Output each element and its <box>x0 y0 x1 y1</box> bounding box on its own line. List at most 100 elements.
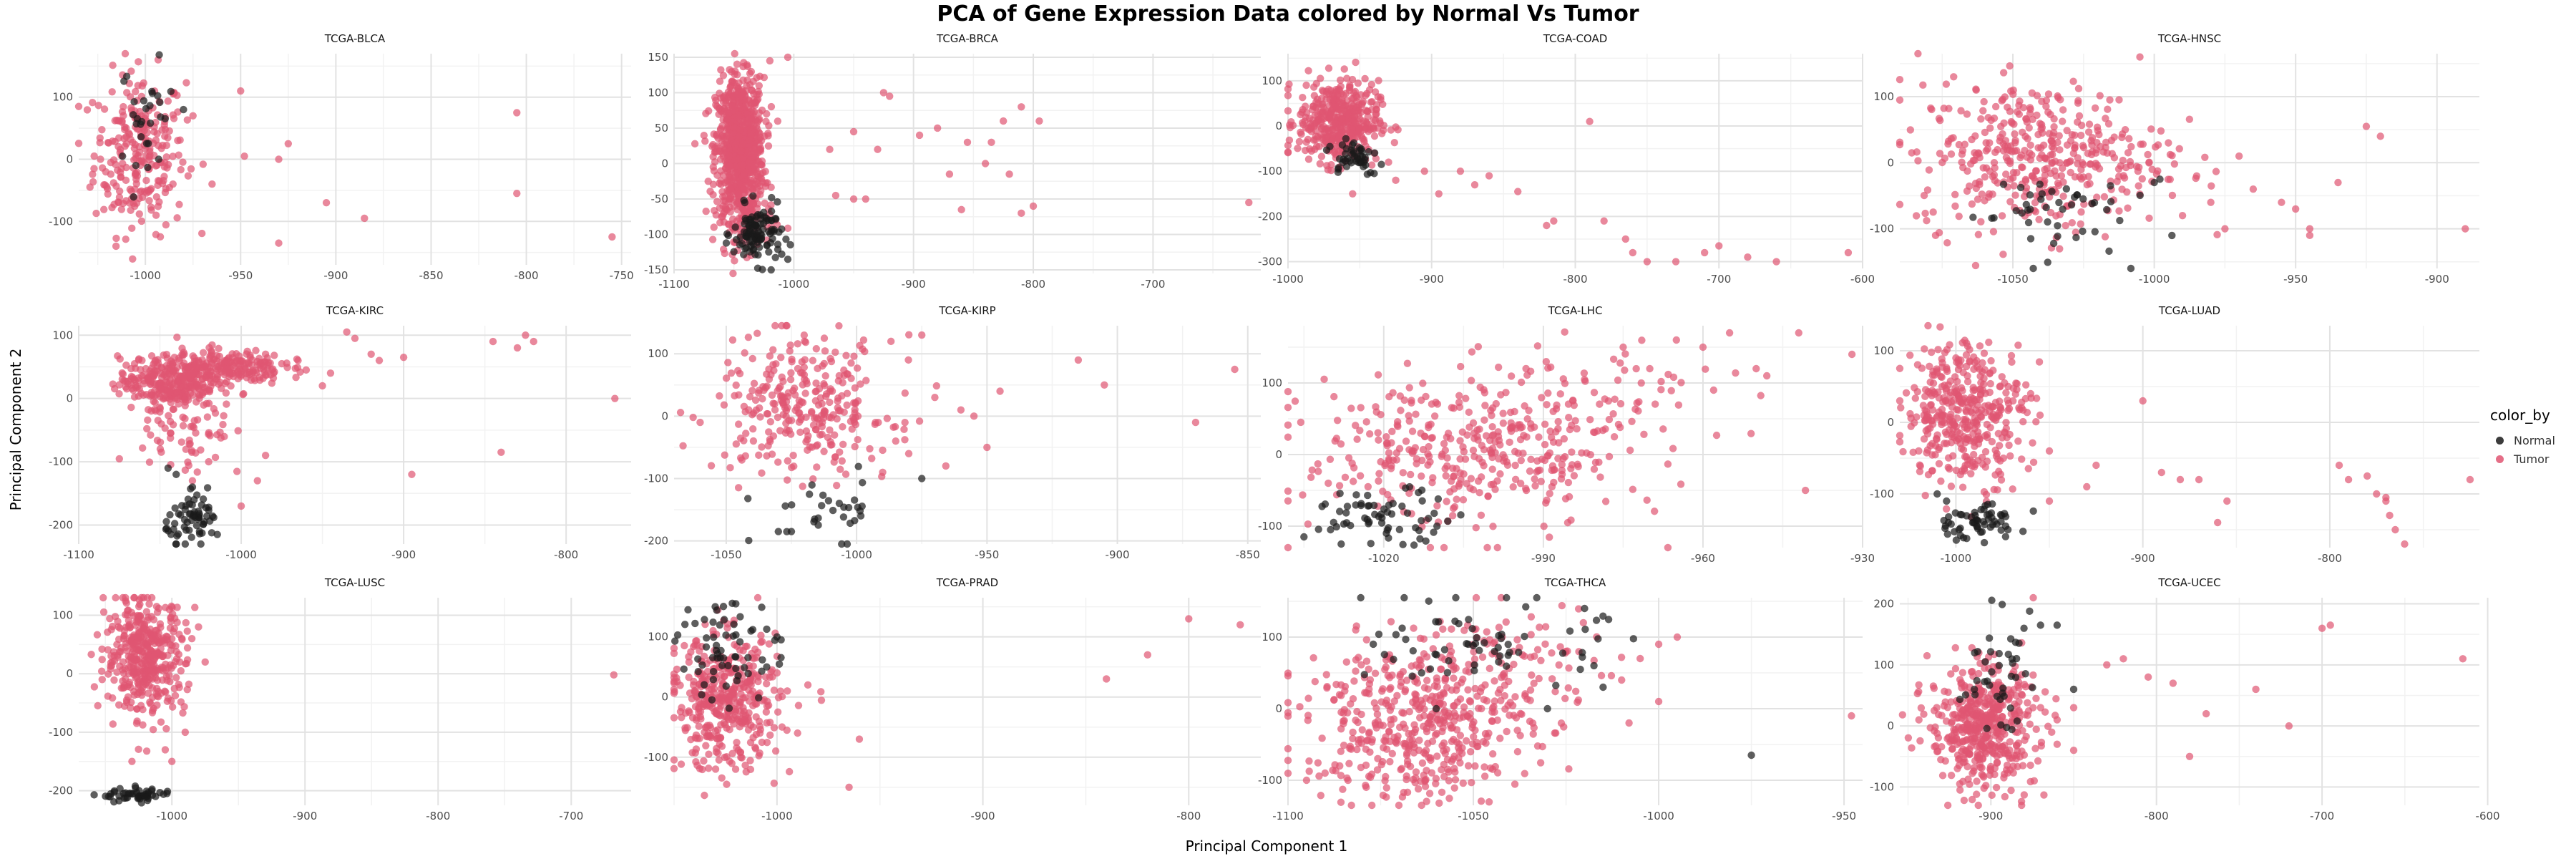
data-point-tumor <box>1346 83 1354 91</box>
y-tick-label: -300 <box>1258 256 1282 268</box>
data-point-tumor <box>1609 410 1617 418</box>
data-point-tumor <box>809 356 817 364</box>
data-point-tumor <box>160 121 168 130</box>
data-point-tumor <box>1942 505 1951 513</box>
data-point-tumor <box>1284 497 1292 505</box>
data-point-tumor <box>848 425 856 433</box>
data-point-normal <box>1350 147 1357 155</box>
data-point-tumor <box>530 337 537 346</box>
data-point-tumor <box>1405 384 1413 392</box>
data-point-tumor <box>179 709 187 717</box>
x-tick-label: -900 <box>1106 548 1130 561</box>
data-point-tumor <box>786 430 795 438</box>
y-tick-label: -100 <box>49 215 73 228</box>
data-point-tumor <box>294 356 302 364</box>
data-point-tumor <box>2006 430 2014 439</box>
data-point-tumor <box>2106 96 2114 104</box>
data-point-normal <box>767 207 776 215</box>
data-point-tumor <box>513 190 521 198</box>
data-point-tumor <box>156 620 165 628</box>
data-point-tumor <box>1397 407 1405 414</box>
data-point-tumor <box>1446 488 1454 496</box>
data-point-tumor <box>859 336 868 344</box>
data-point-tumor <box>1520 432 1528 440</box>
data-point-tumor <box>1291 397 1299 405</box>
data-point-tumor <box>1982 139 1990 147</box>
data-point-tumor <box>210 404 218 413</box>
data-point-tumor <box>1651 400 1659 408</box>
data-point-normal <box>145 140 152 147</box>
y-tick-label: 100 <box>1262 377 1282 389</box>
data-point-tumor <box>766 352 774 360</box>
data-point-normal <box>731 223 739 231</box>
data-point-tumor <box>227 382 235 390</box>
data-point-tumor <box>1308 466 1316 474</box>
data-point-tumor <box>1985 338 1993 346</box>
data-point-tumor <box>721 140 728 148</box>
data-point-tumor <box>2049 145 2058 152</box>
data-point-tumor <box>497 448 505 457</box>
data-point-tumor <box>1402 437 1410 445</box>
data-point-tumor <box>152 211 160 219</box>
x-tick-label: -1000 <box>130 269 161 282</box>
data-point-tumor <box>1374 429 1382 437</box>
data-point-tumor <box>114 635 123 644</box>
data-point-tumor <box>722 374 731 382</box>
data-point-tumor <box>1543 364 1552 372</box>
data-point-normal <box>1364 491 1372 500</box>
data-point-tumor <box>1029 202 1038 210</box>
y-tick-label: -50 <box>651 193 669 205</box>
data-point-tumor <box>1541 440 1549 449</box>
data-point-tumor <box>1559 375 1567 383</box>
data-point-normal <box>1314 525 1322 533</box>
facet-title: TCGA-LUSC <box>324 576 385 589</box>
data-point-tumor <box>2077 220 2084 228</box>
data-point-tumor <box>1302 81 1310 89</box>
data-point-tumor <box>874 145 882 153</box>
data-point-normal <box>774 246 782 253</box>
data-point-tumor <box>2071 144 2079 152</box>
data-point-tumor <box>1554 417 1562 426</box>
data-point-tumor <box>1526 367 1535 375</box>
data-point-tumor <box>1496 470 1504 478</box>
data-point-tumor <box>2221 225 2229 233</box>
data-point-tumor <box>185 436 193 445</box>
data-point-tumor <box>709 163 717 171</box>
data-point-tumor <box>1511 407 1518 416</box>
data-point-tumor <box>1449 472 1458 481</box>
data-point-tumor <box>2376 132 2384 140</box>
data-point-tumor <box>2031 198 2039 207</box>
data-point-tumor <box>2110 133 2118 141</box>
data-point-tumor <box>1972 86 1980 94</box>
data-point-tumor <box>1958 483 1967 491</box>
data-point-normal <box>132 161 140 170</box>
data-point-tumor <box>177 165 185 174</box>
data-point-normal <box>2127 264 2135 273</box>
data-point-tumor <box>1941 154 1949 162</box>
data-point-tumor <box>135 677 143 685</box>
data-point-tumor <box>2011 130 2019 138</box>
data-point-normal <box>140 97 148 105</box>
x-tick-label: -950 <box>228 269 253 282</box>
data-point-tumor <box>1509 482 1517 491</box>
data-point-tumor <box>2157 127 2165 135</box>
data-point-normal <box>1418 497 1426 505</box>
data-point-tumor <box>778 373 786 382</box>
data-point-tumor <box>2165 139 2172 147</box>
data-point-tumor <box>1284 142 1292 150</box>
data-point-tumor <box>2048 159 2056 168</box>
data-point-tumor <box>779 410 787 419</box>
data-point-tumor <box>1943 346 1951 354</box>
data-point-tumor <box>1566 425 1574 434</box>
y-tick-label: 0 <box>661 409 668 422</box>
data-point-tumor <box>114 166 122 174</box>
data-point-tumor <box>783 321 791 330</box>
data-point-normal <box>722 239 731 247</box>
data-point-tumor <box>166 641 175 649</box>
data-point-tumor <box>1664 543 1672 552</box>
data-point-normal <box>723 230 731 238</box>
data-point-tumor <box>1349 190 1357 198</box>
data-point-tumor <box>2056 245 2064 253</box>
data-point-tumor <box>708 236 717 243</box>
data-point-tumor <box>1489 480 1498 488</box>
